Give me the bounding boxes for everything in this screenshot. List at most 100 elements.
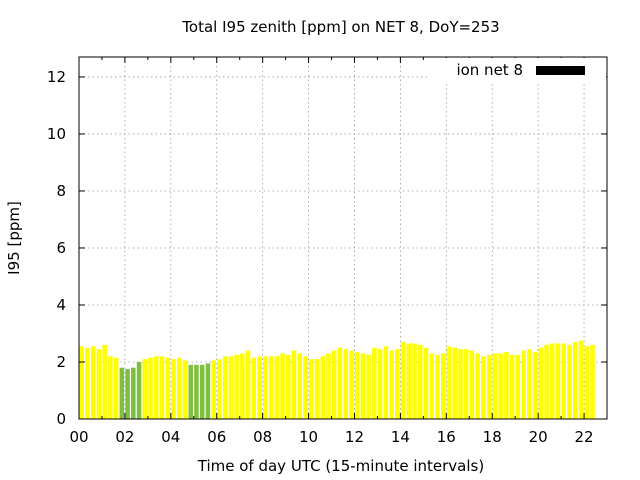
bar — [85, 347, 90, 419]
bar — [555, 343, 561, 419]
bar — [383, 346, 389, 419]
bar — [245, 350, 251, 419]
bar — [532, 352, 538, 419]
bar — [303, 356, 308, 419]
bar — [458, 349, 463, 419]
bar — [343, 349, 348, 419]
bar — [286, 354, 291, 419]
bar — [205, 363, 211, 419]
bar — [538, 347, 544, 419]
x-tick-label: 22 — [574, 428, 593, 446]
bar — [217, 359, 222, 419]
x-tick-label: 02 — [115, 428, 134, 446]
y-tick-label: 4 — [56, 296, 66, 314]
bar — [131, 367, 136, 419]
bar — [435, 354, 440, 419]
bar — [154, 356, 159, 419]
bar — [492, 353, 498, 419]
x-tick-label: 12 — [345, 428, 364, 446]
bar — [234, 354, 239, 419]
bar — [423, 347, 429, 419]
bar — [469, 350, 475, 419]
bar — [263, 356, 268, 419]
bar — [515, 354, 521, 419]
bar — [194, 364, 199, 419]
bar — [400, 342, 406, 419]
bar — [108, 356, 113, 419]
bar — [572, 342, 578, 419]
bar — [578, 340, 584, 419]
bar — [567, 344, 572, 419]
bar — [354, 352, 360, 419]
bar — [561, 343, 567, 419]
bar — [96, 349, 102, 419]
bar — [372, 347, 377, 419]
bars — [79, 340, 595, 419]
bar — [119, 367, 125, 419]
bar — [326, 353, 331, 419]
bar — [274, 356, 280, 419]
x-tick-label: 06 — [207, 428, 226, 446]
bar — [240, 353, 245, 419]
chart-title: Total I95 zenith [ppm] on NET 8, DoY=253 — [181, 18, 499, 36]
x-tick-label: 00 — [69, 428, 88, 446]
bar — [360, 353, 366, 419]
bar — [228, 356, 234, 419]
y-tick-label: 0 — [56, 410, 66, 428]
y-tick-label: 8 — [56, 182, 66, 200]
bar — [148, 357, 153, 419]
bar — [308, 359, 314, 419]
bar — [136, 361, 142, 419]
bar — [125, 369, 130, 419]
bar — [498, 353, 503, 419]
bar — [222, 356, 228, 419]
bar — [590, 344, 595, 419]
bar — [165, 357, 171, 419]
bar — [463, 349, 469, 419]
legend: ion net 8 — [428, 58, 606, 82]
y-tick-label: 12 — [47, 68, 66, 86]
x-tick-label: 04 — [161, 428, 180, 446]
bar — [504, 352, 509, 419]
bar — [314, 359, 320, 419]
bar — [509, 354, 515, 419]
y-tick-label: 6 — [56, 239, 66, 257]
x-tick-label: 18 — [483, 428, 502, 446]
bar — [429, 353, 435, 419]
bar — [268, 356, 274, 419]
bar — [199, 364, 205, 419]
legend-label: ion net 8 — [456, 61, 523, 79]
bar — [550, 343, 555, 419]
bar — [395, 349, 400, 419]
x-tick-label: 20 — [529, 428, 548, 446]
x-axis-label: Time of day UTC (15-minute intervals) — [197, 457, 484, 475]
bar — [142, 359, 148, 419]
x-tick-label: 14 — [391, 428, 410, 446]
bar — [377, 349, 383, 419]
y-tick-label: 10 — [47, 125, 66, 143]
bar — [440, 353, 446, 419]
bar — [280, 353, 285, 419]
bar — [418, 344, 423, 419]
bar — [389, 350, 394, 419]
bar — [406, 343, 412, 419]
bar — [171, 359, 176, 419]
bar — [291, 350, 297, 419]
bar — [320, 356, 325, 419]
bar — [257, 356, 262, 419]
x-tick-label: 16 — [437, 428, 456, 446]
bar — [176, 357, 182, 419]
x-tick-label: 08 — [253, 428, 272, 446]
bar — [584, 346, 589, 419]
bar — [90, 346, 96, 419]
bar — [337, 347, 343, 419]
bar — [527, 349, 532, 419]
bar — [475, 353, 480, 419]
x-tick-label: 10 — [299, 428, 318, 446]
y-axis-label: I95 [ppm] — [5, 201, 23, 275]
bar — [452, 347, 457, 419]
bar — [182, 360, 188, 419]
bar — [349, 350, 354, 419]
